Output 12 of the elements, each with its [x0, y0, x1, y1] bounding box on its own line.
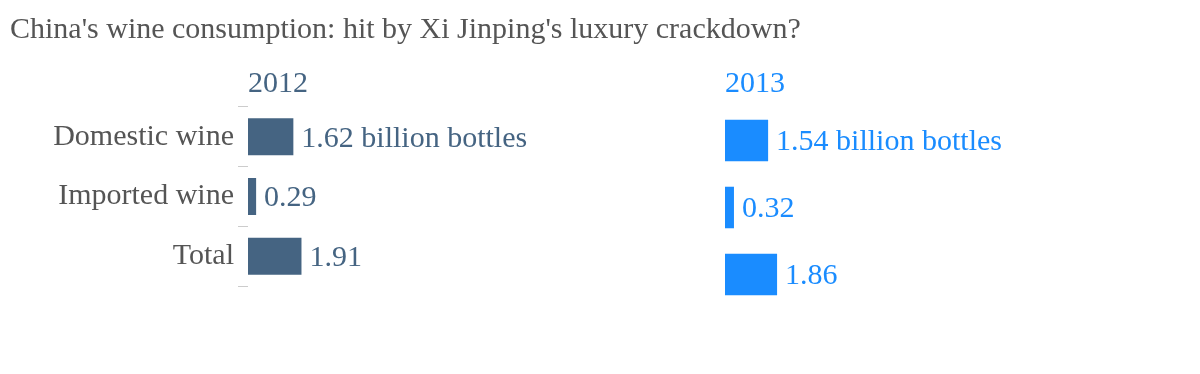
y-tick-label: Imported wine [58, 177, 234, 211]
data-label: 0.32 [741, 190, 795, 224]
chart-subtitle: 2012 [248, 65, 308, 98]
chart-subtitle: 2013 [725, 65, 785, 98]
data-label: 1.86 [785, 257, 838, 291]
text: China's wine consumption: hit by Xi Jinping's luxury crackdown? [9, 10, 802, 46]
y-tick-label: Total [172, 237, 234, 271]
data-label: 0.29 [264, 179, 317, 213]
data-label: 1.62 billion bottles [301, 119, 528, 153]
data-label: 1.54 billion bottles [776, 123, 1002, 157]
data-label: 1.91 [309, 239, 362, 273]
y-tick-label: Domestic wine [53, 117, 234, 151]
